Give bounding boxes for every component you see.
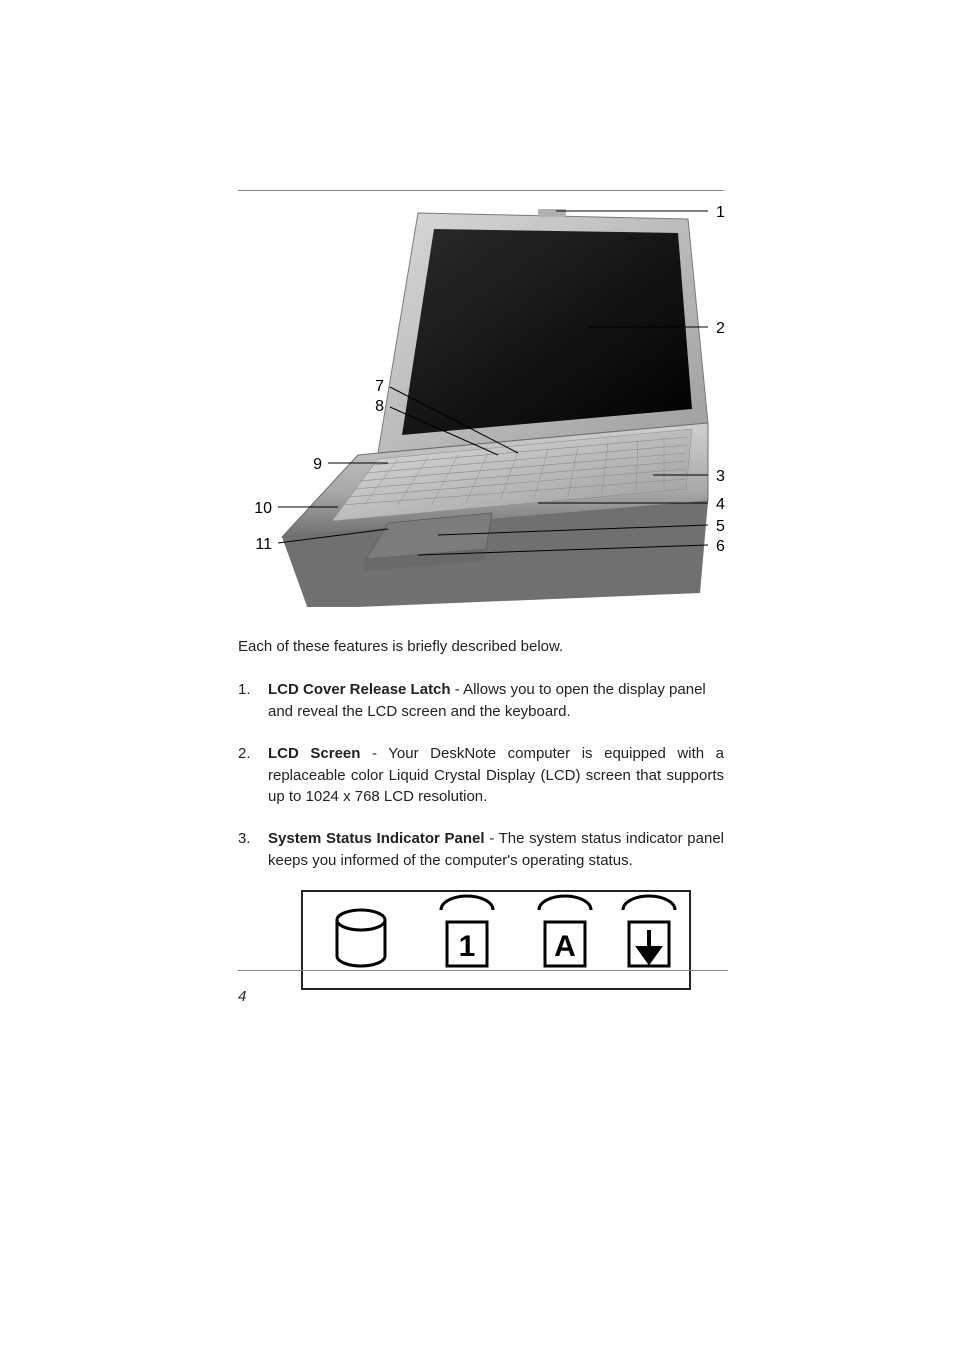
callout-7: 7	[375, 378, 384, 395]
feature-num: 1.	[238, 679, 251, 701]
laptop-figure: 1 2 3 4 5 6 7 8 9 10 11	[238, 197, 728, 607]
callout-3: 3	[716, 468, 725, 485]
callout-8: 8	[375, 398, 384, 415]
feature-item-1: 1. LCD Cover Release Latch - Allows you …	[238, 679, 724, 723]
top-rule	[238, 190, 724, 191]
feature-title: LCD Screen	[268, 745, 360, 762]
callout-1: 1	[716, 204, 725, 221]
feature-item-3: 3. System Status Indicator Panel - The s…	[238, 828, 724, 990]
feature-num: 2.	[238, 743, 251, 765]
intro-text: Each of these features is briefly descri…	[238, 637, 724, 657]
numlock-glyph: 1	[459, 930, 476, 963]
feature-item-2: 2. LCD Screen - Your DeskNote computer i…	[238, 743, 724, 808]
callout-2: 2	[716, 320, 725, 337]
callout-4: 4	[716, 496, 725, 513]
indicator-panel-figure: 1 A	[301, 890, 691, 990]
callout-9: 9	[313, 456, 322, 473]
callout-11: 11	[255, 536, 272, 553]
feature-title: LCD Cover Release Latch	[268, 681, 451, 698]
feature-num: 3.	[238, 828, 251, 850]
features-list: 1. LCD Cover Release Latch - Allows you …	[238, 679, 724, 989]
capslock-glyph: A	[554, 930, 576, 963]
callout-6: 6	[716, 538, 725, 555]
bottom-rule	[238, 970, 728, 971]
feature-title: System Status Indicator Panel	[268, 830, 485, 847]
page-number: 4	[238, 988, 246, 1005]
callout-10: 10	[254, 500, 272, 517]
callout-5: 5	[716, 518, 725, 535]
